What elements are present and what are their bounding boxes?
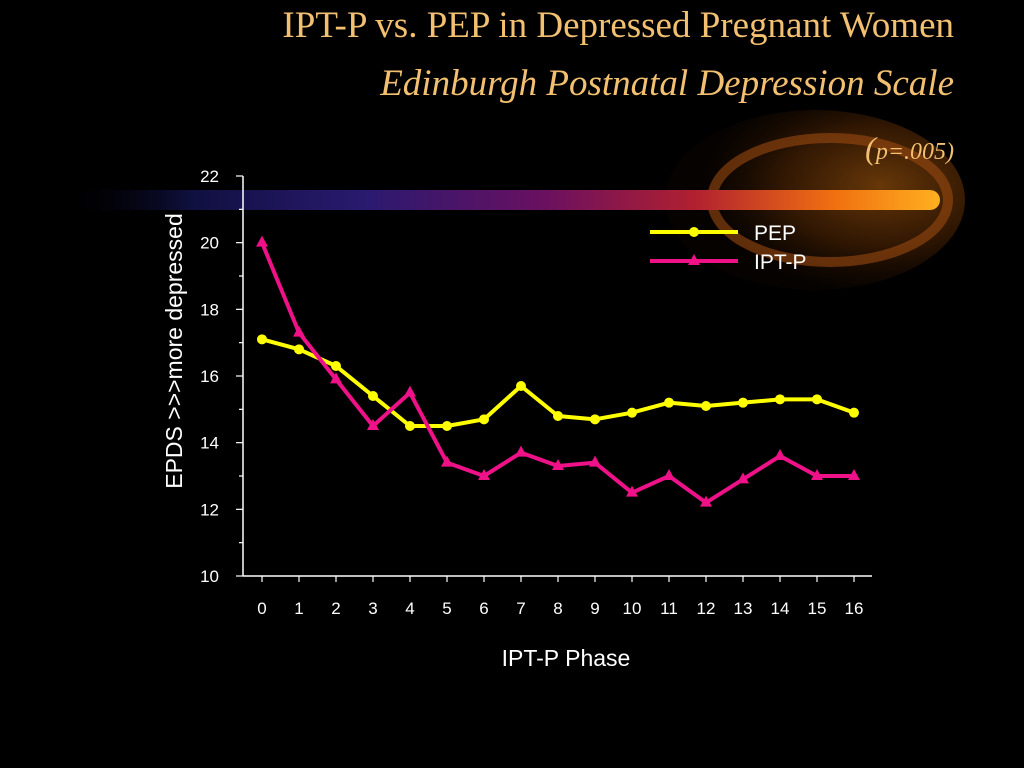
legend-pep-label: PEP <box>754 222 796 245</box>
x-tick-label: 1 <box>294 599 303 618</box>
data-point-pep <box>553 411 563 421</box>
data-point-pep <box>257 334 267 345</box>
x-tick-label: 13 <box>734 599 753 618</box>
y-tick-label: 12 <box>200 500 219 519</box>
data-point-iptp <box>811 469 823 480</box>
data-point-iptp <box>478 469 490 480</box>
data-point-pep <box>442 421 452 431</box>
legend: PEP IPT-P <box>650 222 807 274</box>
legend-pep-marker <box>689 227 699 237</box>
data-point-iptp <box>367 419 379 430</box>
data-point-pep <box>479 414 489 425</box>
x-tick-label: 6 <box>479 599 488 618</box>
x-tick-label: 9 <box>590 599 599 618</box>
y-tick-label: 16 <box>200 367 219 386</box>
data-point-iptp <box>700 495 712 507</box>
chart-series <box>256 235 860 507</box>
data-point-pep <box>590 414 600 425</box>
x-tick-label: 3 <box>368 599 377 618</box>
x-ticks: 0 1 2 3 4 5 6 7 8 9 10 11 12 13 14 15 16 <box>257 576 863 618</box>
x-tick-label: 11 <box>660 599 678 618</box>
legend-item-iptp: IPT-P <box>650 251 807 274</box>
x-tick-label: 5 <box>442 599 451 618</box>
data-point-pep <box>627 407 637 418</box>
data-point-pep <box>775 394 785 405</box>
data-point-pep <box>701 401 711 411</box>
data-point-pep <box>812 394 822 405</box>
data-point-iptp <box>589 455 601 467</box>
y-tick-label: 14 <box>200 434 219 453</box>
data-point-iptp <box>626 485 638 497</box>
p-value: (p=.005) <box>865 130 954 167</box>
data-point-iptp <box>330 372 342 384</box>
data-point-iptp <box>663 469 675 480</box>
data-point-iptp <box>404 385 416 397</box>
legend-item-pep: PEP <box>650 222 796 245</box>
data-point-iptp <box>441 455 453 467</box>
data-point-iptp <box>256 235 268 247</box>
x-tick-label: 16 <box>845 599 864 618</box>
y-tick-label: 22 <box>200 167 219 186</box>
legend-iptp-marker <box>688 254 700 265</box>
x-tick-label: 7 <box>516 599 525 618</box>
data-point-pep <box>368 391 378 401</box>
data-point-pep <box>405 421 415 431</box>
p-value-text: p=.005) <box>875 139 954 165</box>
x-axis-title: IPT-P Phase <box>502 645 631 671</box>
x-tick-label: 4 <box>405 599 414 618</box>
x-tick-label: 0 <box>257 599 266 618</box>
x-tick-label: 12 <box>697 599 716 618</box>
data-point-pep <box>294 344 304 355</box>
data-point-iptp <box>293 325 305 337</box>
x-tick-label: 14 <box>771 599 790 618</box>
slide-title: IPT-P vs. PEP in Depressed Pregnant Wome… <box>282 5 954 46</box>
y-tick-label: 20 <box>200 234 219 253</box>
data-point-iptp <box>848 469 860 480</box>
data-point-iptp <box>552 459 564 470</box>
data-point-iptp <box>515 445 527 457</box>
data-point-pep <box>849 407 859 418</box>
data-point-pep <box>738 397 748 408</box>
legend-iptp-label: IPT-P <box>754 251 807 274</box>
data-point-pep <box>664 397 674 408</box>
y-tick-label: 10 <box>200 567 219 586</box>
y-ticks: 10 12 14 16 18 20 22 <box>200 167 243 586</box>
x-tick-label: 2 <box>331 599 340 618</box>
data-point-iptp <box>774 449 786 460</box>
slide-subtitle: Edinburgh Postnatal Depression Scale <box>380 63 954 104</box>
y-tick-label: 18 <box>200 300 219 319</box>
data-point-pep <box>331 361 341 371</box>
p-value-paren: ( <box>865 130 876 166</box>
x-tick-label: 10 <box>623 599 642 618</box>
data-point-iptp <box>737 472 749 484</box>
x-tick-label: 15 <box>808 599 827 618</box>
y-axis-title: EPDS >>>more depressed <box>161 213 187 489</box>
data-point-pep <box>516 381 526 391</box>
x-tick-label: 8 <box>553 599 562 618</box>
decorative-beam <box>60 110 965 290</box>
